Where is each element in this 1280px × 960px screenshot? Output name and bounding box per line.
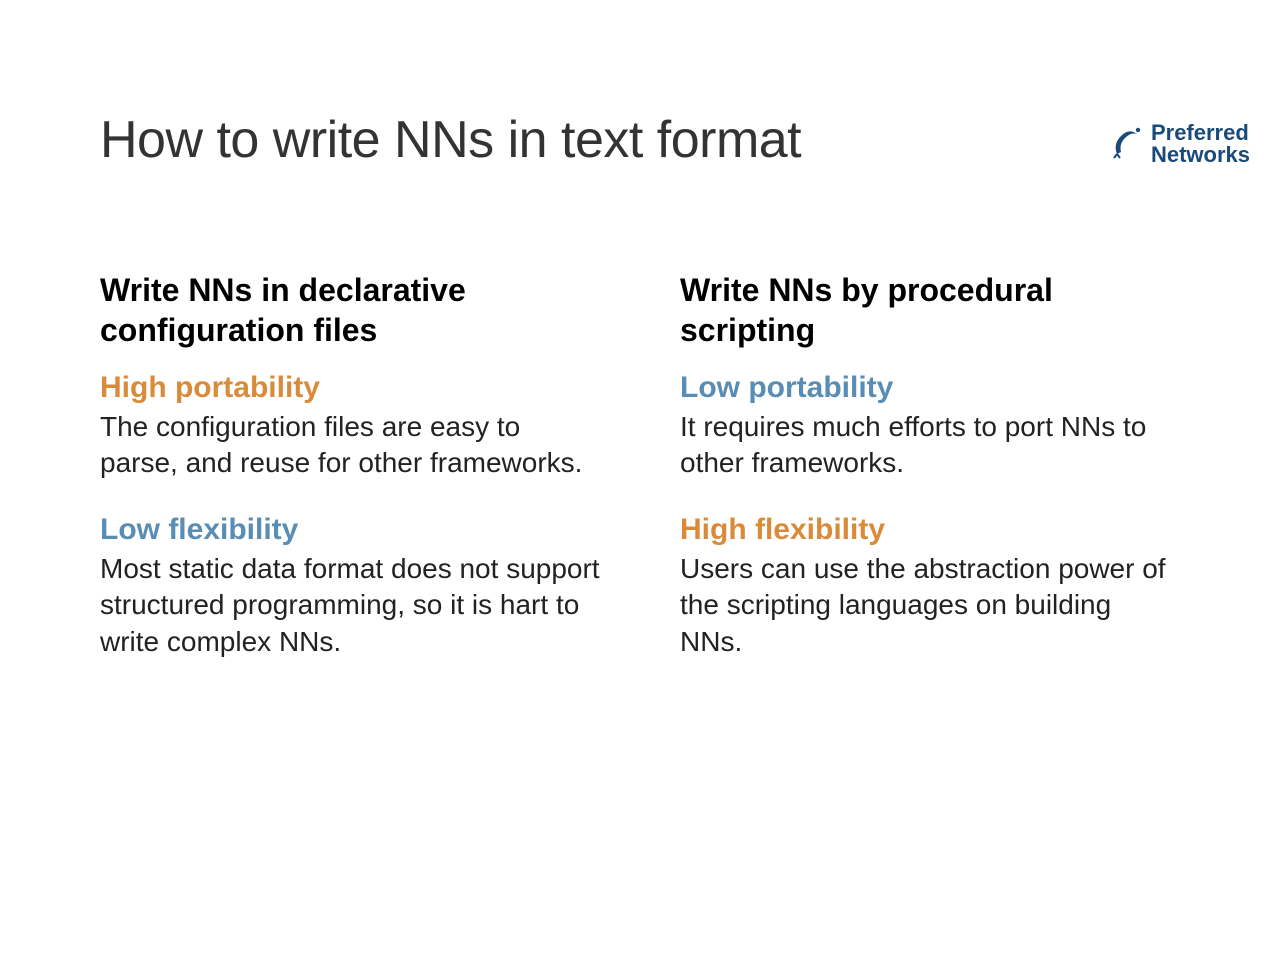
trait-body: It requires much efforts to port NNs to … [680, 409, 1180, 482]
brand-name: Preferred Networks [1151, 122, 1250, 166]
column-heading: Write NNs in declarative configuration f… [100, 270, 600, 350]
trait-body: Most static data format does not support… [100, 551, 600, 660]
column-heading: Write NNs by procedural scripting [680, 270, 1180, 350]
trait-body: Users can use the abstraction power of t… [680, 551, 1180, 660]
slide-title: How to write NNs in text format [100, 110, 1180, 170]
brand-logo: Preferred Networks [1111, 122, 1250, 166]
brand-name-line1: Preferred [1151, 122, 1250, 144]
trait-title: High portability [100, 368, 600, 407]
brand-name-line2: Networks [1151, 144, 1250, 166]
column-left: Write NNs in declarative configuration f… [100, 270, 600, 688]
slide: Preferred Networks How to write NNs in t… [0, 110, 1280, 960]
trait-title: High flexibility [680, 510, 1180, 549]
brand-mark-icon [1111, 124, 1145, 165]
trait-title: Low portability [680, 368, 1180, 407]
trait-block: Low flexibility Most static data format … [100, 510, 600, 660]
trait-block: High flexibility Users can use the abstr… [680, 510, 1180, 660]
column-right: Write NNs by procedural scripting Low po… [680, 270, 1180, 688]
trait-title: Low flexibility [100, 510, 600, 549]
trait-block: High portability The configuration files… [100, 368, 600, 482]
content-columns: Write NNs in declarative configuration f… [100, 270, 1180, 688]
trait-block: Low portability It requires much efforts… [680, 368, 1180, 482]
trait-body: The configuration files are easy to pars… [100, 409, 600, 482]
